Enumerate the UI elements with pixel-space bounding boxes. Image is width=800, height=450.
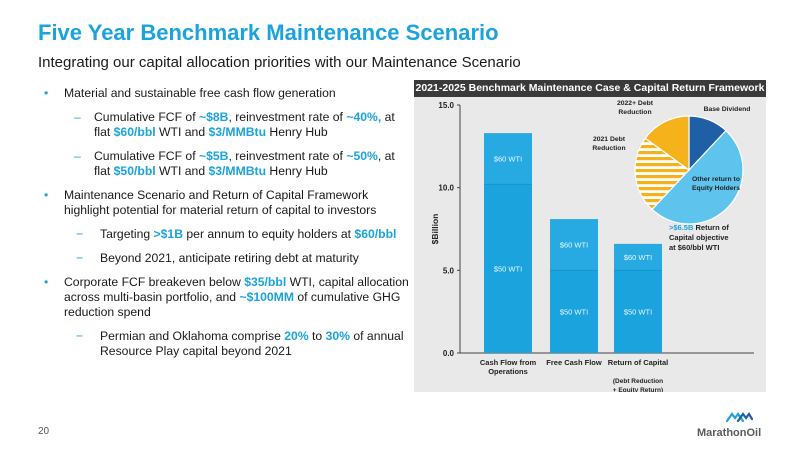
bullet-marker-icon: – (74, 110, 81, 124)
y-tick-label: 5.0 (443, 266, 455, 275)
highlight-text: $3/MMBtu (208, 125, 267, 139)
highlight-text: ~40%, (346, 110, 382, 124)
annotation-text: Capital objective (669, 233, 729, 242)
bullet-text: Cumulative FCF of (94, 149, 199, 163)
bullet-list: • Material and sustainable free cash flow… (40, 86, 410, 368)
highlight-text: $60/bbl (354, 227, 397, 241)
bullet-text: per annum to equity holders at (183, 227, 355, 241)
x-category-label: Operations (488, 367, 528, 376)
bullet-marker-icon: − (76, 329, 84, 343)
bar-segment-50-wti (550, 270, 598, 353)
pie-label: Base Dividend (704, 106, 751, 113)
bullet-marker-icon: – (74, 149, 81, 163)
bar-segment-50-wti (614, 270, 662, 353)
annotation-line: >$6.5B Return of (669, 223, 729, 232)
bar-data-label: $50 WTI (624, 308, 652, 317)
x-category-label: + Equity Return) (613, 387, 663, 392)
bar-data-label: $60 WTI (560, 241, 588, 250)
highlight-text: 20% (284, 329, 309, 343)
bullet-item: − Permian and Oklahoma comprise 20% to 30… (40, 329, 410, 359)
bullet-marker-icon: • (44, 275, 49, 289)
chart-panel: 2021-2025 Benchmark Maintenance Case & C… (414, 80, 766, 392)
highlight-text: $3/MMBtu (208, 164, 267, 178)
y-tick-label: 15.0 (438, 101, 454, 110)
highlight-text: >$1B (153, 227, 184, 241)
bullet-item: • Material and sustainable free cash flow… (40, 86, 410, 101)
bullet-text: Corporate FCF breakeven below (64, 275, 245, 289)
highlight-text: 30% (325, 329, 350, 343)
pie-label: 2022+ Debt (617, 100, 654, 107)
bullet-item: • Maintenance Scenario and Return of Capi… (40, 188, 410, 218)
annotation-text: Return of (693, 223, 729, 232)
logo-wave-icon (725, 412, 753, 423)
bullet-text: Beyond 2021, anticipate retiring debt at… (100, 251, 359, 265)
logo-text: MarathonOil (697, 427, 762, 439)
pie-slice (651, 129, 744, 225)
bullet-item: • Corporate FCF breakeven below $35/bbl W… (40, 275, 410, 320)
highlight-text: $35/bbl (244, 275, 287, 289)
bullet-text: WTI and (155, 164, 209, 178)
highlight-text: ~50% (346, 149, 378, 163)
bar-data-label: $60 WTI (624, 253, 652, 262)
highlight-text: $50/bbl (113, 164, 156, 178)
bullet-text: Henry Hub (266, 164, 328, 178)
y-axis-title: $Billion (430, 214, 440, 245)
y-tick-label: 0.0 (443, 349, 455, 358)
bullet-item: − Targeting >$1B per annum to equity hold… (40, 227, 410, 242)
bullet-marker-icon: • (44, 86, 49, 100)
bullet-text: , at flat (94, 149, 395, 178)
company-logo: MarathonOil (697, 411, 767, 441)
bullet-marker-icon: • (44, 188, 49, 202)
pie-slice (634, 137, 690, 211)
highlight-text: ~$100MM (239, 290, 294, 304)
page-subtitle: Integrating our capital allocation prior… (38, 54, 521, 71)
bullet-text: WTI, capital allocation across multi-bas… (64, 275, 409, 304)
bar-segment-60-wti (484, 133, 532, 185)
page-title: Five Year Benchmark Maintenance Scenario (38, 20, 499, 45)
bullet-text: WTI and (155, 125, 209, 139)
highlight-text: ~$8B (198, 110, 229, 124)
annotation-text: at $60/bbl WTI (669, 243, 719, 252)
bullet-marker-icon: − (76, 251, 84, 265)
bullet-text: at flat (94, 110, 395, 139)
annotation-value: >$6.5B (669, 223, 694, 232)
pie-slice (644, 115, 690, 172)
highlight-text: $60/bbl (113, 125, 156, 139)
bullet-item: – Cumulative FCF of ~$5B, reinvestment ra… (40, 149, 410, 179)
bullet-text: Cumulative FCF of (94, 110, 199, 124)
bullet-text: Maintenance Scenario and Return of Capit… (64, 188, 377, 217)
y-tick-label: 10.0 (438, 184, 454, 193)
x-category-label: (Debt Reduction (613, 378, 663, 385)
chart-panel-title: 2021-2025 Benchmark Maintenance Case & C… (414, 80, 766, 97)
bullet-text: of annual Resource Play capital beyond 2… (100, 329, 404, 358)
pie-label: Reduction (592, 145, 625, 152)
bullet-text: to (308, 329, 326, 343)
bullet-item: – Cumulative FCF of ~$8B, reinvestment ra… (40, 110, 410, 140)
bullet-marker-icon: − (76, 227, 84, 241)
bar-segment-60-wti (614, 243, 662, 271)
bullet-text: , reinvestment rate of (228, 149, 347, 163)
pie-label: Reduction (618, 109, 651, 116)
page-number: 20 (38, 426, 50, 437)
pie-label: Equity Holders (692, 185, 740, 192)
x-category-label: Return of Capital (608, 358, 668, 367)
bullet-text: Targeting (100, 227, 154, 241)
x-category-label: Cash Flow from (480, 358, 537, 367)
highlight-text: ~$5B (198, 149, 229, 163)
pie-label: Other return to (692, 176, 740, 183)
bar-segment-60-wti (550, 219, 598, 271)
bullet-text: Permian and Oklahoma comprise (100, 329, 285, 343)
chart: 0.0 5.0 10.0 15.0 $Billion $50 WTI $60 WTI Cash… (430, 100, 754, 392)
pie-label: 2021 Debt (593, 136, 626, 143)
bar-segment-50-wti (484, 184, 532, 353)
bullet-text: Henry Hub (266, 125, 328, 139)
bullet-item: − Beyond 2021, anticipate retiring debt a… (40, 251, 410, 266)
bullet-text: Material and sustainable free cash flow … (64, 86, 336, 100)
bullet-text: of cumulative GHG reduction spend (64, 290, 401, 319)
x-category-label: Free Cash Flow (546, 358, 602, 367)
bar-data-label: $50 WTI (494, 265, 522, 274)
bar-data-label: $50 WTI (560, 308, 588, 317)
bar-data-label: $60 WTI (494, 155, 522, 164)
bullet-text: , reinvestment rate of (228, 110, 347, 124)
